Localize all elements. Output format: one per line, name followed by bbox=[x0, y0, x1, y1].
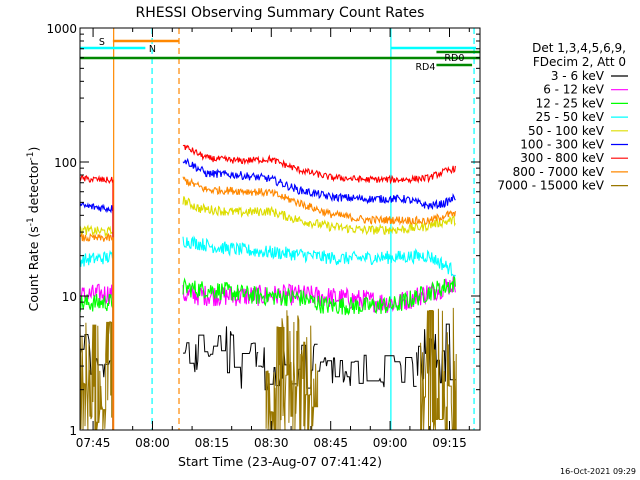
series-0-segment-3 bbox=[317, 354, 417, 388]
rd0-label: RD0 bbox=[444, 53, 464, 64]
legend-label-7: 800 - 7000 keV bbox=[513, 165, 605, 179]
y-label-superscript: -1 bbox=[26, 152, 36, 161]
series-7-line-0 bbox=[80, 232, 113, 242]
y-tick-label-2: 100 bbox=[54, 156, 77, 170]
legend-header-0: Det 1,3,4,5,6,9, bbox=[532, 41, 626, 55]
x-tick-label-5: 09:00 bbox=[373, 436, 408, 450]
y-label-superscript: -1 bbox=[26, 217, 36, 226]
y-label-part: ) bbox=[26, 147, 41, 152]
legend-label-4: 50 - 100 keV bbox=[528, 124, 605, 138]
y-axis-label: Count Rate (s-1 detector-1) bbox=[26, 147, 41, 312]
saa-label: S bbox=[99, 37, 105, 48]
y-tick-label-0: 1 bbox=[69, 424, 77, 438]
series-4-line-1 bbox=[182, 196, 456, 236]
legend-label-2: 12 - 25 keV bbox=[536, 96, 605, 110]
x-tick-label-0: 07:45 bbox=[76, 436, 111, 450]
series-3-line-0 bbox=[80, 249, 114, 267]
series-6-line-0 bbox=[80, 174, 114, 184]
plot-frame bbox=[79, 27, 481, 431]
legend-label-6: 300 - 800 keV bbox=[520, 151, 604, 165]
status-bars: S N RD0 RD4 bbox=[80, 37, 480, 73]
night-label: N bbox=[149, 44, 156, 55]
y-tick-label-3: 1000 bbox=[46, 22, 77, 36]
x-tick-label-6: 09:15 bbox=[432, 436, 467, 450]
axes: 1 10 100 1000 07:45 08:00 08:15 08:30 08:45 09:00… bbox=[46, 22, 481, 450]
series-4-line-0 bbox=[80, 224, 113, 238]
series-3-line-1 bbox=[182, 235, 456, 278]
x-axis-label: Start Time (23-Aug-07 07:41:42) bbox=[178, 454, 382, 469]
plot-area: S N RD0 RD4 bbox=[80, 28, 480, 430]
legend-label-1: 6 - 12 keV bbox=[543, 83, 605, 97]
series-5-line-0 bbox=[80, 202, 114, 214]
series-8-segment-2 bbox=[420, 307, 457, 430]
series-6-line-1 bbox=[182, 144, 456, 185]
series-2-line-0 bbox=[80, 293, 114, 313]
series-8-segment-0 bbox=[80, 321, 113, 430]
x-tick-label-2: 08:15 bbox=[195, 436, 230, 450]
date-stamp: 16-Oct-2021 09:29 bbox=[560, 467, 636, 476]
series-2-line-1 bbox=[182, 275, 456, 316]
x-tick-label-3: 08:30 bbox=[254, 436, 289, 450]
series-7 bbox=[80, 176, 456, 430]
y-label-part: Count Rate (s bbox=[26, 226, 41, 311]
legend: Det 1,3,4,5,6,9,FDecim 2, Att 03 - 6 keV… bbox=[497, 41, 628, 193]
y-axis-label-text: Count Rate (s-1 detector-1) bbox=[26, 147, 41, 312]
chart-title: RHESSI Observing Summary Count Rates bbox=[136, 5, 425, 21]
legend-label-0: 3 - 6 keV bbox=[551, 69, 605, 83]
y-tick-label-1: 10 bbox=[62, 290, 77, 304]
rd4-label: RD4 bbox=[415, 62, 435, 73]
legend-label-5: 100 - 300 keV bbox=[520, 138, 604, 152]
y-label-part: detector bbox=[26, 160, 41, 218]
x-tick-label-1: 08:00 bbox=[135, 436, 170, 450]
legend-label-3: 25 - 50 keV bbox=[536, 110, 605, 124]
series-8 bbox=[80, 307, 457, 430]
x-tick-label-4: 08:45 bbox=[313, 436, 348, 450]
series-8-segment-1 bbox=[265, 310, 319, 430]
series-group: S N RD0 RD4 bbox=[80, 28, 480, 430]
legend-header-1: FDecim 2, Att 0 bbox=[533, 55, 626, 69]
series-5-line-1 bbox=[182, 157, 456, 211]
series-0-segment-1 bbox=[183, 326, 259, 389]
series-7-line-1 bbox=[182, 176, 456, 226]
legend-label-8: 7000 - 15000 keV bbox=[497, 179, 604, 193]
